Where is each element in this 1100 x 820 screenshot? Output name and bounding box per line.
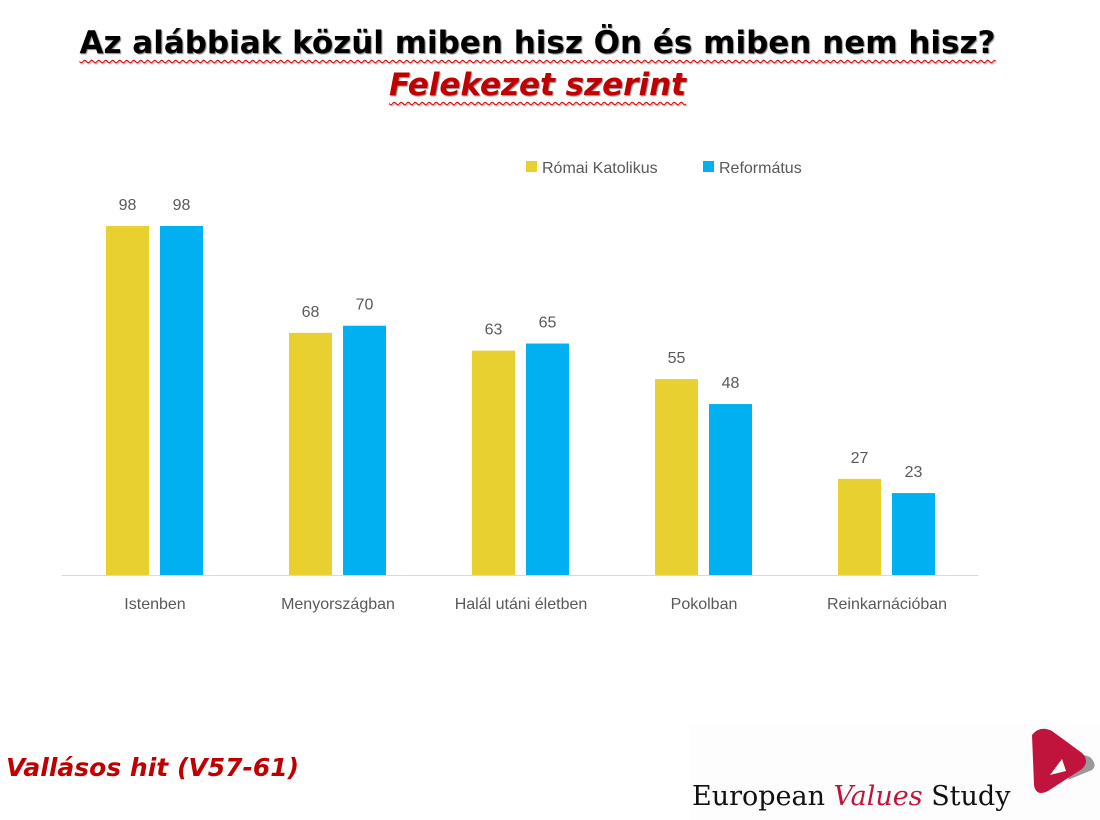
logo-word-values: Values bbox=[833, 781, 923, 812]
x-tick-label: Istenben bbox=[124, 596, 185, 613]
slide-title: Az alábbiak közül miben hisz Ön és miben… bbox=[0, 22, 1075, 106]
legend-label: Református bbox=[719, 160, 802, 177]
data-label: 27 bbox=[851, 450, 869, 467]
legend-label: Római Katolikus bbox=[542, 160, 658, 177]
evs-logo: European Values Study bbox=[690, 725, 1100, 820]
title-main: Az alábbiak közül miben hisz Ön és miben… bbox=[79, 25, 996, 61]
x-tick-label: Halál utáni életben bbox=[455, 596, 588, 613]
data-label: 70 bbox=[356, 297, 374, 314]
data-label: 63 bbox=[485, 322, 503, 339]
bar-katolikus bbox=[106, 226, 149, 575]
data-label: 23 bbox=[905, 464, 923, 481]
bar-reformatus bbox=[526, 343, 569, 575]
x-tick-label: Menyországban bbox=[281, 596, 395, 613]
data-label: 98 bbox=[173, 197, 191, 214]
bar-katolikus bbox=[472, 350, 515, 575]
bar-katolikus bbox=[289, 332, 332, 575]
bar-reformatus bbox=[892, 493, 935, 575]
legend-swatch bbox=[703, 161, 714, 172]
legend-swatch bbox=[526, 161, 537, 172]
x-tick-label: Pokolban bbox=[671, 596, 738, 613]
data-label: 98 bbox=[119, 197, 137, 214]
bar-reformatus bbox=[160, 226, 203, 575]
footer-label: Vallásos hit (V57-61) bbox=[6, 753, 300, 782]
bar-reformatus bbox=[343, 325, 386, 575]
data-label: 68 bbox=[302, 304, 320, 321]
data-label: 55 bbox=[668, 350, 686, 367]
x-tick-label: Reinkarnációban bbox=[827, 596, 947, 613]
bar-katolikus bbox=[838, 478, 881, 575]
data-label: 48 bbox=[722, 375, 740, 392]
logo-text: European Values Study bbox=[692, 781, 1010, 812]
evs-logo-mark bbox=[1032, 728, 1095, 793]
logo-word-european: European bbox=[692, 781, 826, 812]
bar-reformatus bbox=[709, 404, 752, 575]
data-label: 65 bbox=[539, 315, 557, 332]
bar-katolikus bbox=[655, 379, 698, 575]
logo-word-study: Study bbox=[931, 781, 1011, 812]
title-accent: Felekezet szerint bbox=[389, 67, 686, 103]
